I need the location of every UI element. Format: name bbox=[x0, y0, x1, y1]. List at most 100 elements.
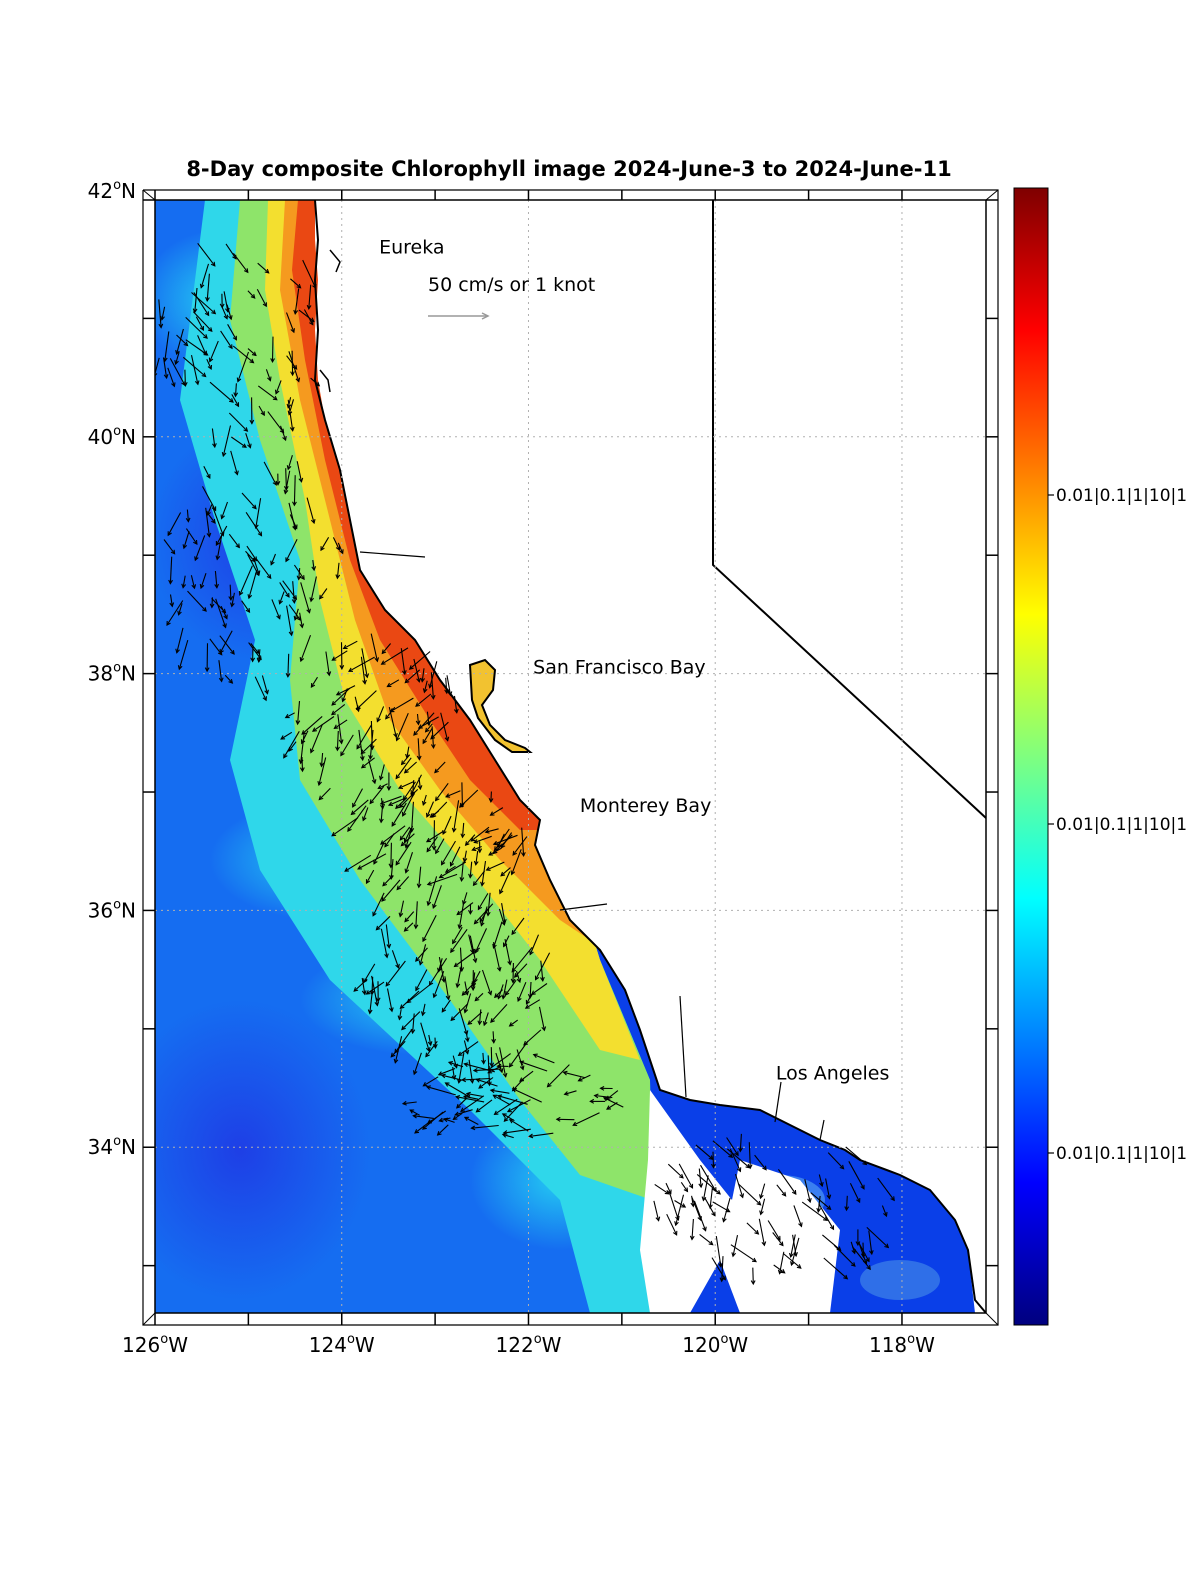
current-vector bbox=[214, 570, 218, 588]
current-vector-head bbox=[395, 963, 400, 969]
current-vector-head bbox=[235, 543, 240, 549]
current-vector bbox=[318, 787, 331, 800]
current-vector bbox=[531, 983, 548, 995]
current-vector-head bbox=[415, 720, 421, 726]
current-vector-head bbox=[175, 349, 180, 356]
current-vector bbox=[726, 1137, 739, 1156]
current-vector-head bbox=[478, 1084, 484, 1089]
scale-arrow-group: 50 cm/s or 1 knot bbox=[428, 274, 595, 320]
current-vector-head bbox=[477, 905, 483, 911]
current-vector bbox=[406, 983, 432, 1003]
current-vector bbox=[487, 892, 491, 916]
current-vector-head bbox=[410, 1029, 416, 1035]
current-vector-head bbox=[399, 835, 405, 841]
current-vector-head bbox=[331, 656, 337, 661]
current-vector bbox=[453, 1112, 463, 1120]
current-vector bbox=[431, 801, 448, 818]
current-vector-head bbox=[469, 948, 475, 955]
current-vector-head bbox=[501, 919, 507, 925]
current-vector-head bbox=[401, 811, 407, 817]
current-vector bbox=[481, 969, 492, 995]
place-label: Eureka bbox=[379, 236, 444, 258]
current-vector-head bbox=[243, 268, 249, 274]
current-vector bbox=[185, 528, 198, 545]
current-vector-head bbox=[299, 767, 305, 773]
current-vector-head bbox=[296, 575, 302, 581]
current-vector bbox=[312, 560, 315, 571]
current-vector bbox=[509, 1119, 529, 1132]
current-vector bbox=[426, 831, 444, 843]
current-vector-head bbox=[385, 981, 391, 987]
current-vector-head bbox=[503, 1117, 509, 1123]
current-vector-head bbox=[415, 986, 420, 992]
current-vector-head bbox=[389, 708, 395, 713]
current-vector-head bbox=[464, 990, 470, 996]
current-vector-head bbox=[262, 696, 267, 702]
current-vector bbox=[163, 357, 168, 379]
current-vector-head bbox=[249, 358, 255, 364]
current-vector-head bbox=[270, 358, 275, 364]
current-vector bbox=[284, 470, 291, 494]
current-vector-head bbox=[496, 1094, 503, 1099]
current-vector-head bbox=[278, 599, 283, 605]
current-vector bbox=[493, 1094, 511, 1106]
current-vector bbox=[453, 800, 460, 832]
current-vector-head bbox=[465, 1091, 471, 1097]
current-vector-head bbox=[306, 608, 311, 614]
current-vector bbox=[654, 1183, 670, 1195]
current-vector bbox=[247, 290, 256, 299]
current-vector-head bbox=[426, 881, 432, 886]
current-vector bbox=[468, 934, 474, 954]
current-vector bbox=[412, 1013, 415, 1034]
current-vector-head bbox=[234, 402, 240, 408]
current-vector bbox=[666, 1213, 678, 1236]
current-vector bbox=[422, 727, 433, 744]
current-vector bbox=[488, 847, 502, 856]
current-vector bbox=[413, 1115, 434, 1119]
current-vector-head bbox=[452, 1115, 458, 1121]
current-vector bbox=[502, 979, 508, 999]
current-vector-head bbox=[409, 1109, 415, 1114]
current-vector-head bbox=[199, 326, 204, 332]
current-vector-head bbox=[519, 1060, 525, 1066]
current-vector-head bbox=[255, 571, 260, 577]
current-vector bbox=[461, 822, 465, 838]
current-vector-head bbox=[312, 284, 317, 290]
current-vector-head bbox=[497, 843, 502, 849]
current-vector-head bbox=[291, 598, 297, 605]
current-vector-head bbox=[397, 1015, 403, 1021]
current-vector bbox=[246, 545, 257, 561]
current-vector bbox=[727, 1148, 750, 1169]
current-vector bbox=[394, 1028, 413, 1054]
current-vector-head bbox=[499, 889, 504, 895]
current-vector-head bbox=[369, 745, 375, 751]
current-vector-head bbox=[285, 672, 291, 678]
current-vector-head bbox=[417, 785, 423, 791]
current-vector-head bbox=[380, 660, 386, 665]
current-vector bbox=[247, 554, 260, 576]
current-vector bbox=[790, 1234, 796, 1258]
current-vector-head bbox=[430, 744, 436, 750]
current-vector bbox=[463, 1040, 469, 1054]
current-vector-head bbox=[348, 667, 353, 672]
current-vector-head bbox=[241, 443, 247, 448]
current-vector bbox=[283, 731, 300, 758]
current-vector-head bbox=[365, 879, 371, 885]
current-vector-head bbox=[211, 506, 217, 512]
current-vector-head bbox=[464, 1049, 470, 1055]
current-vector bbox=[426, 801, 435, 818]
lat-tick-label: 40oN bbox=[88, 424, 136, 449]
current-vector bbox=[773, 1264, 786, 1274]
current-vector bbox=[490, 1004, 508, 1023]
current-vector-head bbox=[223, 614, 228, 620]
current-vector bbox=[395, 757, 412, 779]
current-vector-head bbox=[310, 682, 316, 688]
current-vector-head bbox=[447, 1061, 454, 1066]
current-vector bbox=[429, 958, 448, 986]
current-vector-head bbox=[333, 724, 339, 730]
current-vector bbox=[288, 351, 300, 382]
current-vector-head bbox=[279, 428, 285, 434]
current-vector bbox=[232, 252, 249, 273]
current-vector-head bbox=[488, 798, 494, 804]
scale-arrow-label: 50 cm/s or 1 knot bbox=[428, 274, 595, 296]
